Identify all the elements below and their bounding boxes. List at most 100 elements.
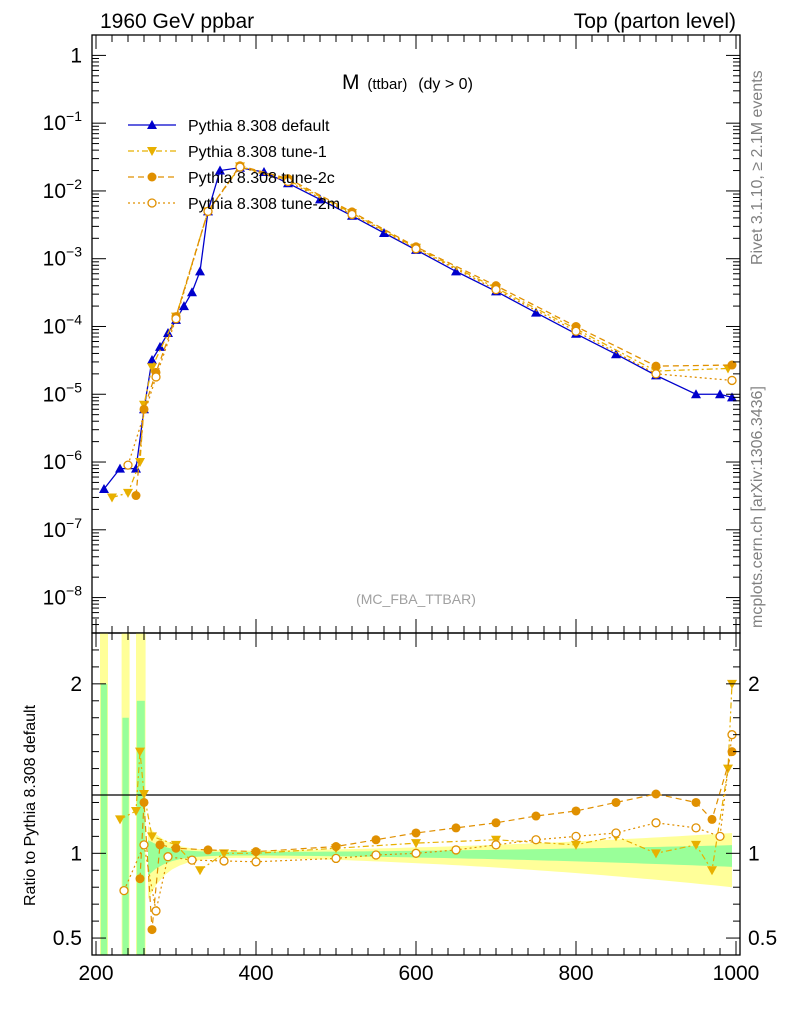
ratio-data-point (707, 866, 717, 876)
main-series-line (103, 167, 733, 490)
main-data-point (347, 209, 357, 220)
header-right: Top (parton level) (574, 10, 736, 33)
main-data-point (203, 206, 213, 216)
legend-label: Pythia 8.308 tune-2m (188, 196, 340, 213)
y-tick-label: 1 (70, 44, 82, 67)
ratio-band-yellow (148, 825, 732, 900)
ratio-data-point (331, 842, 341, 852)
ratio-data-point (691, 823, 701, 833)
main-data-point (727, 375, 737, 386)
main-data-point (715, 389, 725, 399)
main-series-line (135, 165, 733, 496)
ratio-data-point (135, 747, 145, 757)
ratio-data-point (139, 790, 149, 799)
ratio-data-point (491, 818, 501, 828)
y-tick-label: 10−8 (43, 583, 83, 610)
main-panel: 110−110−210−310−410−510−610−710−8 (43, 34, 741, 634)
ratio-y-tick-label: 1 (70, 842, 82, 865)
main-y-tick-labels: 110−110−210−310−410−510−610−710−8 (43, 44, 83, 609)
ratio-data-point (371, 850, 381, 860)
main-data-point (123, 488, 133, 498)
legend-marker (147, 147, 157, 156)
ratio-data-point (651, 789, 661, 799)
ratio-y-tick-label: 0.5 (53, 927, 82, 950)
title-main: M (342, 71, 360, 94)
ratio-data-point (611, 828, 621, 838)
legend-label: Pythia 8.308 default (188, 118, 330, 135)
y-tick-label: 10−1 (43, 108, 83, 135)
main-data-point (171, 314, 181, 324)
tick-exponent: −2 (66, 176, 82, 192)
ratio-data-point (651, 849, 661, 859)
ratio-ticks (92, 632, 740, 956)
ratio-data-point (611, 797, 621, 807)
tick-exponent: −7 (66, 515, 82, 531)
y-tick-label: 10−4 (43, 311, 83, 338)
analysis-watermark: (MC_FBA_TTBAR) (356, 591, 476, 607)
main-series (99, 161, 737, 503)
ratio-data-point (171, 843, 181, 853)
ratio-data-point (411, 839, 421, 849)
ratio-series-1 (135, 747, 737, 935)
legend-entry: Pythia 8.308 default (128, 118, 330, 135)
ratio-data-point (571, 840, 581, 850)
x-tick-label: 800 (558, 962, 593, 985)
main-series-1 (107, 162, 733, 503)
main-data-point (147, 355, 157, 365)
tick-exponent: −3 (66, 244, 82, 260)
tick-exponent: −8 (66, 583, 82, 599)
main-data-point (315, 194, 325, 204)
x-tick-label: 600 (398, 962, 433, 985)
rivet-version: Rivet 3.1.10, ≥ 2.1M events (749, 70, 766, 265)
main-data-point (651, 361, 661, 371)
ratio-data-point (571, 806, 581, 816)
x-tick-label: 400 (238, 962, 273, 985)
ratio-data-point (411, 848, 421, 858)
main-data-point (691, 389, 701, 399)
ratio-band-green (148, 840, 732, 876)
ratio-data-point (155, 840, 165, 850)
ratio-data-point (491, 840, 501, 850)
x-tick-label: 1000 (713, 962, 760, 985)
main-series-3 (123, 162, 737, 470)
ratio-data-point (219, 849, 229, 859)
main-data-point (571, 326, 581, 336)
main-data-point (151, 372, 161, 382)
ratio-band-green (136, 700, 145, 955)
legend: Pythia 8.308 default Pythia 8.308 tune-1 P… (128, 118, 340, 213)
ratio-data-point (203, 845, 213, 855)
ratio-data-point (147, 925, 157, 935)
main-data-point (115, 463, 125, 473)
main-data-point (651, 369, 661, 379)
plot-title: M (ttbar) (dy > 0) (342, 71, 473, 94)
ratio-data-point (131, 806, 141, 816)
main-data-point (187, 287, 197, 297)
ratio-data-point (651, 818, 661, 828)
main-data-point (215, 165, 225, 175)
tick-base: 10 (43, 519, 66, 542)
ratio-data-point (451, 823, 461, 833)
main-data-point (155, 341, 165, 351)
ratio-data-point (135, 874, 145, 884)
main-data-point (139, 404, 149, 414)
main-data-point (379, 227, 389, 237)
main-data-point (135, 458, 145, 468)
ratio-y-tick-label-right: 1 (748, 842, 760, 865)
ratio-band-green (100, 683, 108, 955)
ratio-data-point (715, 831, 725, 842)
ratio-data-point (139, 797, 149, 807)
x-tick-label: 200 (78, 962, 113, 985)
tick-exponent: −1 (66, 108, 82, 124)
ratio-data-point (151, 906, 161, 916)
main-data-point (491, 284, 501, 295)
main-series-line (111, 165, 729, 499)
legend-entry: Pythia 8.308 tune-2m (128, 196, 340, 213)
main-data-point (179, 301, 189, 311)
tick-exponent: −4 (66, 311, 82, 327)
legend-label: Pythia 8.308 tune-1 (188, 144, 327, 161)
ratio-data-point (331, 853, 341, 864)
main-series-line (127, 166, 733, 466)
tick-base: 10 (43, 112, 66, 135)
ratio-data-point (707, 814, 717, 824)
